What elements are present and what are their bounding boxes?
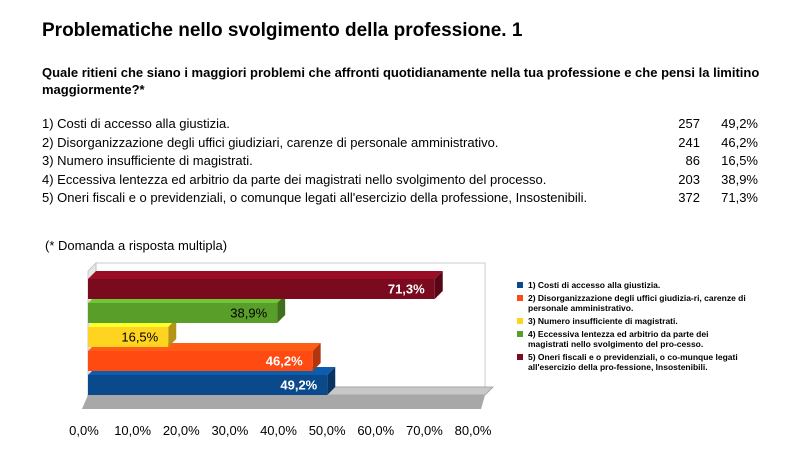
result-label: 2) Disorganizzazione degli uffici giudiz… <box>42 134 499 150</box>
bar-3: 16,5% <box>88 319 177 347</box>
result-label: 3) Numero insufficiente di magistrati. <box>42 153 253 168</box>
x-tick-label: 20,0% <box>163 423 200 438</box>
x-tick-label: 80,0% <box>455 423 492 438</box>
chart-floor-front <box>82 395 486 409</box>
result-label: 5) Oneri fiscali e o previdenziali, o co… <box>42 190 588 205</box>
bar-end-face <box>168 319 177 347</box>
bar-5: 71,3% <box>88 271 443 299</box>
multiple-answer-note: (* Domanda a risposta multipla) <box>45 238 228 253</box>
result-label: 4) Eccessiva lentezza ed arbitrio da par… <box>42 171 547 187</box>
bar-end-face <box>277 295 286 323</box>
bar-front-face <box>88 279 435 299</box>
result-count: 241 <box>678 134 700 150</box>
legend-label: 2) Disorganizzazione degli uffici giudiz… <box>528 293 746 313</box>
result-percent: 16,5% <box>721 153 758 168</box>
x-tick-label: 40,0% <box>260 423 297 438</box>
legend-label: 1) Costi di accesso alla giustizia. <box>528 280 661 290</box>
bar-4: 38,9% <box>88 295 286 323</box>
legend-label: 4) Eccessiva lentezza ed arbitrio da par… <box>528 329 709 349</box>
x-tick-label: 10,0% <box>114 423 151 438</box>
bar-1: 49,2% <box>88 367 336 395</box>
bar-value-label: 46,2% <box>266 354 303 369</box>
bar-end-face <box>327 367 336 395</box>
result-row-3: 3) Numero insufficiente di magistrati. 8… <box>42 152 762 171</box>
result-percent: 46,2% <box>721 134 758 150</box>
result-row-2: 2) Disorganizzazione degli uffici giudiz… <box>42 134 762 153</box>
results-table: 1) Costi di accesso alla giustizia. 257 … <box>42 115 762 208</box>
result-percent: 49,2% <box>721 116 758 131</box>
x-tick-label: 70,0% <box>406 423 443 438</box>
x-tick-label: 0,0% <box>69 423 99 438</box>
x-tick-label: 60,0% <box>357 423 394 438</box>
result-label: 1) Costi di accesso alla giustizia. <box>42 116 230 131</box>
result-row-5: 5) Oneri fiscali e o previdenziali, o co… <box>42 189 762 208</box>
bar-front-face <box>88 303 278 323</box>
x-tick-label: 50,0% <box>309 423 346 438</box>
bar-value-label: 71,3% <box>388 282 425 297</box>
bar-front-face <box>88 351 313 371</box>
result-row-1: 1) Costi di accesso alla giustizia. 257 … <box>42 115 762 134</box>
survey-question: Quale ritieni che siano i maggiori probl… <box>42 65 760 97</box>
legend-swatch <box>517 318 523 324</box>
page-title: Problematiche nello svolgimento della pr… <box>42 20 523 41</box>
bar-2: 46,2% <box>88 343 321 371</box>
legend-item-1: 1) Costi di accesso alla giustizia. <box>517 280 747 290</box>
result-count: 86 <box>685 153 700 168</box>
bar-end-face <box>312 343 321 371</box>
legend-swatch <box>517 331 523 337</box>
result-count: 372 <box>678 190 700 205</box>
bar-value-label: 38,9% <box>230 306 267 321</box>
chart-legend: 1) Costi di accesso alla giustizia. 2) D… <box>517 280 747 375</box>
bar-value-label: 49,2% <box>280 378 317 393</box>
legend-label: 5) Oneri fiscali e o previdenziali, o co… <box>528 352 738 372</box>
legend-item-3: 3) Numero insufficiente di magistrati. <box>517 316 747 326</box>
bar-end-face <box>434 271 443 299</box>
legend-item-5: 5) Oneri fiscali e o previdenziali, o co… <box>517 352 747 372</box>
bar-value-label: 16,5% <box>121 330 158 345</box>
legend-item-2: 2) Disorganizzazione degli uffici giudiz… <box>517 293 747 313</box>
result-count: 203 <box>678 171 700 187</box>
result-percent: 38,9% <box>721 171 758 187</box>
x-tick-label: 30,0% <box>211 423 248 438</box>
legend-swatch <box>517 282 523 288</box>
legend-label: 3) Numero insufficiente di magistrati. <box>528 316 678 326</box>
bar-front-face <box>88 375 328 395</box>
legend-swatch <box>517 354 523 360</box>
result-percent: 71,3% <box>721 190 758 205</box>
legend-item-4: 4) Eccessiva lentezza ed arbitrio da par… <box>517 329 747 349</box>
result-count: 257 <box>678 116 700 131</box>
result-row-4: 4) Eccessiva lentezza ed arbitrio da par… <box>42 171 762 190</box>
bar-front-face <box>88 327 169 347</box>
bar-top-face <box>88 271 443 279</box>
legend-swatch <box>517 295 523 301</box>
